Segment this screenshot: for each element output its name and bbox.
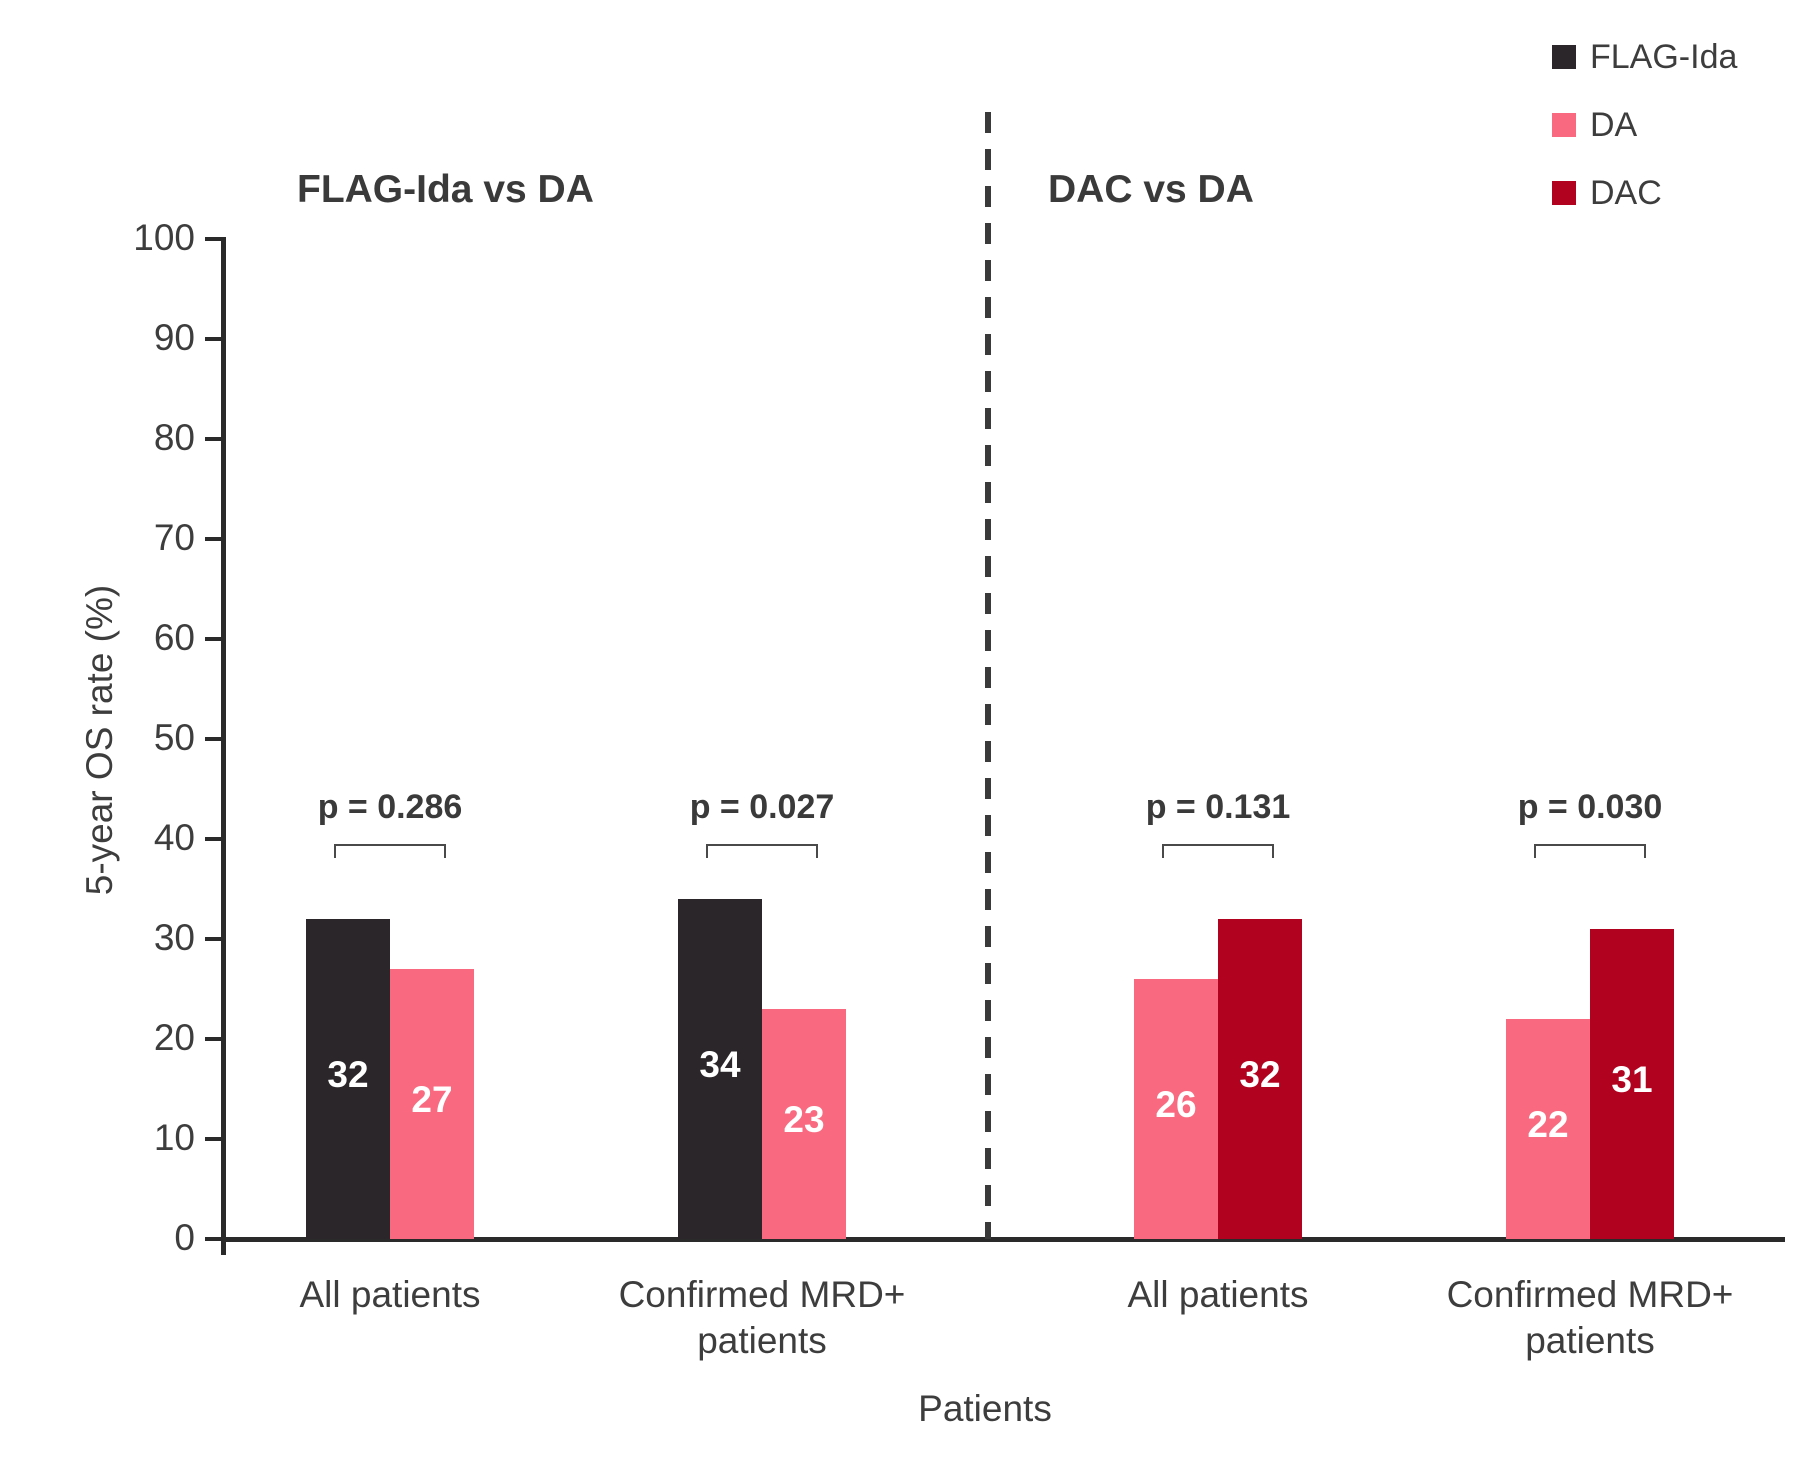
y-tick-label: 40 [153, 817, 195, 858]
legend-swatch-dac [1552, 181, 1576, 205]
y-tick [205, 237, 221, 241]
x-axis [221, 1237, 1785, 1242]
x-axis-title: Patients [918, 1388, 1052, 1429]
bar-value-label: 32 [327, 1054, 369, 1095]
panel-title: FLAG-Ida vs DA [297, 168, 594, 211]
bar-da [390, 969, 474, 1239]
significance-bracket [706, 844, 818, 858]
y-tick-label: 30 [153, 917, 195, 958]
category-label: Confirmed MRD+ patients [618, 1274, 906, 1362]
legend-swatch-flag-ida [1552, 45, 1576, 69]
y-tick-label: 10 [153, 1117, 195, 1158]
y-tick-label: 20 [153, 1017, 195, 1058]
y-tick [205, 837, 221, 841]
significance-bracket [1534, 844, 1646, 858]
y-tick [205, 937, 221, 941]
chart-legend: FLAG-Ida DA DAC [1552, 38, 1737, 246]
legend-label-da: DA [1590, 105, 1638, 144]
bar-value-label: 27 [411, 1079, 453, 1120]
y-tick-label: 50 [153, 717, 195, 758]
y-tick [205, 637, 221, 641]
p-value-label: p = 0.131 [1145, 788, 1291, 826]
bar-flag-ida [306, 919, 390, 1239]
legend-item-flag-ida: FLAG-Ida [1552, 38, 1737, 76]
p-value-label: p = 0.030 [1517, 788, 1663, 826]
y-tick [205, 1137, 221, 1141]
y-tick-label: 80 [153, 417, 195, 458]
bar-da [1506, 1019, 1590, 1239]
legend-label-dac: DAC [1590, 173, 1662, 212]
panel-separator-dashed-line [985, 112, 991, 1239]
y-tick [205, 1237, 221, 1241]
y-tick-label: 90 [153, 317, 195, 358]
y-tick [205, 1037, 221, 1041]
y-tick-label: 70 [153, 517, 195, 558]
y-tick [205, 737, 221, 741]
bar-dac [1590, 929, 1674, 1239]
p-value-label: p = 0.286 [317, 788, 463, 826]
bar-value-label: 31 [1611, 1059, 1653, 1100]
y-tick [205, 337, 221, 341]
y-tick [205, 437, 221, 441]
bar-value-label: 26 [1155, 1084, 1197, 1125]
y-tick-label: 60 [153, 617, 195, 658]
y-axis-title: 5-year OS rate (%) [79, 584, 120, 896]
panel-title: DAC vs DA [1048, 168, 1254, 211]
y-tick [205, 537, 221, 541]
legend-label-flag-ida: FLAG-Ida [1590, 37, 1738, 76]
bar-da [762, 1009, 846, 1239]
bar-dac [1218, 919, 1302, 1239]
p-value-label: p = 0.027 [689, 788, 835, 826]
bar-value-label: 22 [1527, 1104, 1569, 1145]
significance-bracket [334, 844, 446, 858]
bar-value-label: 34 [699, 1044, 741, 1085]
significance-bracket [1162, 844, 1274, 858]
category-label: All patients [1127, 1274, 1309, 1315]
bar-value-label: 32 [1239, 1054, 1281, 1095]
bar-da [1134, 979, 1218, 1239]
bar-value-label: 23 [783, 1099, 825, 1140]
legend-item-da: DA [1552, 106, 1737, 144]
y-axis [221, 237, 226, 1255]
bar-flag-ida [678, 899, 762, 1239]
legend-item-dac: DAC [1552, 174, 1737, 212]
y-tick-label: 100 [133, 217, 195, 258]
legend-swatch-da [1552, 113, 1576, 137]
category-label: All patients [299, 1274, 481, 1315]
y-tick-label: 0 [174, 1217, 195, 1258]
category-label: Confirmed MRD+ patients [1446, 1274, 1734, 1362]
